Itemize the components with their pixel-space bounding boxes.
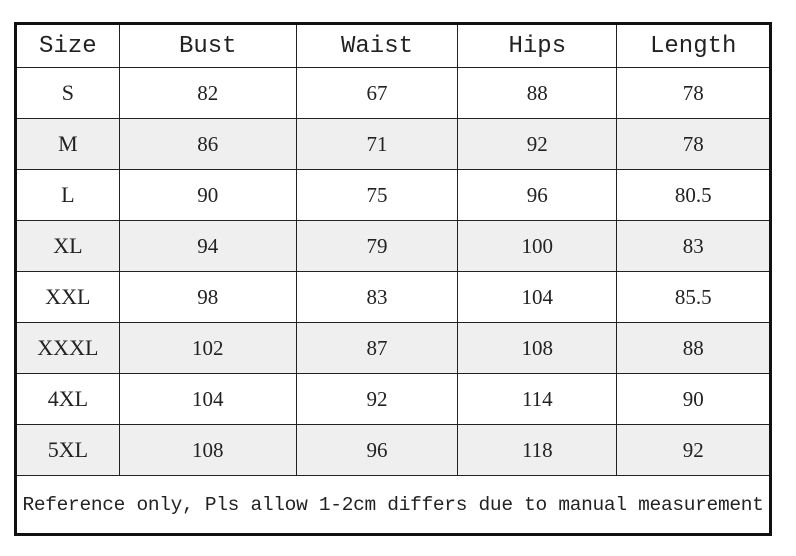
cell-hips: 88 — [457, 67, 618, 119]
cell-length: 85.5 — [616, 271, 771, 323]
cell-bust: 82 — [118, 67, 297, 119]
cell-hips: 118 — [457, 424, 618, 476]
cell-size: XXL — [15, 271, 120, 323]
cell-length: 83 — [616, 220, 771, 272]
cell-hips: 114 — [457, 373, 618, 425]
cell-waist: 75 — [295, 169, 459, 221]
table-row: 5XL 108 96 118 92 — [15, 424, 771, 476]
table-row: XL 94 79 100 83 — [15, 220, 771, 272]
table-row: M 86 71 92 78 — [15, 118, 771, 170]
cell-length: 78 — [616, 118, 771, 170]
cell-hips: 108 — [457, 322, 618, 374]
cell-hips: 104 — [457, 271, 618, 323]
cell-size: M — [15, 118, 120, 170]
cell-size: 4XL — [15, 373, 120, 425]
header-size: Size — [15, 23, 120, 68]
cell-bust: 98 — [118, 271, 297, 323]
cell-waist: 67 — [295, 67, 459, 119]
cell-waist: 71 — [295, 118, 459, 170]
cell-bust: 108 — [118, 424, 297, 476]
table-row: L 90 75 96 80.5 — [15, 169, 771, 221]
table-row: XXL 98 83 104 85.5 — [15, 271, 771, 323]
cell-size: 5XL — [15, 424, 120, 476]
header-length: Length — [616, 23, 771, 68]
cell-waist: 92 — [295, 373, 459, 425]
cell-bust: 86 — [118, 118, 297, 170]
cell-hips: 100 — [457, 220, 618, 272]
cell-size: XL — [15, 220, 120, 272]
cell-hips: 96 — [457, 169, 618, 221]
cell-length: 88 — [616, 322, 771, 374]
table-row: S 82 67 88 78 — [15, 67, 771, 119]
cell-waist: 87 — [295, 322, 459, 374]
header-row: Size Bust Waist Hips Length — [15, 23, 771, 68]
cell-waist: 79 — [295, 220, 459, 272]
size-chart-table: Size Bust Waist Hips Length S 82 67 88 78 M 86… — [14, 22, 772, 536]
header-waist: Waist — [295, 23, 459, 68]
cell-waist: 96 — [295, 424, 459, 476]
cell-size: L — [15, 169, 120, 221]
note-row: Reference only, Pls allow 1-2cm differs … — [15, 475, 771, 535]
cell-length: 80.5 — [616, 169, 771, 221]
cell-length: 78 — [616, 67, 771, 119]
cell-waist: 83 — [295, 271, 459, 323]
cell-bust: 102 — [118, 322, 297, 374]
cell-bust: 104 — [118, 373, 297, 425]
cell-length: 92 — [616, 424, 771, 476]
cell-bust: 90 — [118, 169, 297, 221]
header-bust: Bust — [118, 23, 297, 68]
cell-hips: 92 — [457, 118, 618, 170]
cell-length: 90 — [616, 373, 771, 425]
header-hips: Hips — [457, 23, 618, 68]
table-row: 4XL 104 92 114 90 — [15, 373, 771, 425]
cell-size: XXXL — [15, 322, 120, 374]
table-row: XXXL 102 87 108 88 — [15, 322, 771, 374]
cell-size: S — [15, 67, 120, 119]
measurement-note: Reference only, Pls allow 1-2cm differs … — [15, 475, 771, 535]
cell-bust: 94 — [118, 220, 297, 272]
